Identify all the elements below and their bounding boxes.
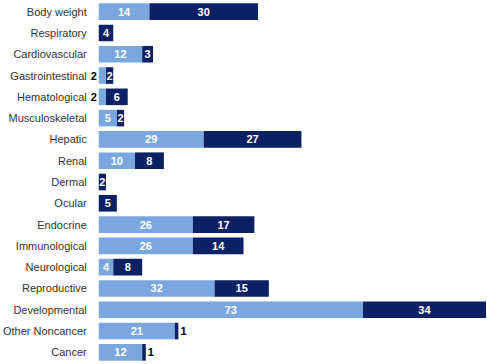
svg-text:Ocular: Ocular [54, 197, 87, 209]
svg-text:4: 4 [103, 261, 110, 273]
svg-text:10: 10 [111, 155, 123, 167]
svg-text:27: 27 [246, 133, 258, 145]
svg-text:15: 15 [236, 282, 248, 294]
svg-text:Respiratory: Respiratory [31, 27, 88, 39]
svg-text:4: 4 [103, 27, 110, 39]
svg-text:Hematological: Hematological [17, 91, 87, 103]
svg-text:Hepatic: Hepatic [49, 133, 87, 145]
svg-text:Body weight: Body weight [27, 6, 87, 18]
svg-text:Gastrointestinal: Gastrointestinal [10, 70, 86, 82]
svg-text:14: 14 [212, 240, 225, 252]
svg-text:1: 1 [180, 325, 186, 337]
svg-text:26: 26 [140, 240, 152, 252]
svg-text:2: 2 [117, 112, 123, 124]
svg-text:Other Noncancer: Other Noncancer [3, 325, 87, 337]
svg-text:Musculoskeletal: Musculoskeletal [8, 112, 86, 124]
svg-text:34: 34 [418, 304, 431, 316]
svg-text:2: 2 [91, 70, 97, 82]
svg-text:Cancer: Cancer [51, 346, 87, 358]
svg-text:73: 73 [225, 304, 237, 316]
svg-text:1: 1 [148, 346, 154, 358]
svg-text:Dermal: Dermal [51, 176, 86, 188]
svg-text:Immunological: Immunological [16, 240, 87, 252]
svg-text:8: 8 [125, 261, 131, 273]
svg-text:12: 12 [114, 346, 126, 358]
svg-text:17: 17 [217, 219, 229, 231]
svg-text:3: 3 [145, 48, 151, 60]
svg-text:2: 2 [107, 70, 113, 82]
svg-text:26: 26 [140, 219, 152, 231]
svg-text:12: 12 [114, 48, 126, 60]
svg-text:29: 29 [145, 133, 157, 145]
svg-text:14: 14 [118, 6, 131, 18]
svg-text:21: 21 [131, 325, 143, 337]
svg-text:Endocrine: Endocrine [37, 219, 87, 231]
svg-text:Reproductive: Reproductive [22, 282, 87, 294]
svg-text:Developmental: Developmental [13, 304, 86, 316]
svg-text:5: 5 [105, 197, 111, 209]
svg-text:2: 2 [99, 176, 105, 188]
svg-text:6: 6 [114, 91, 120, 103]
svg-text:2: 2 [91, 91, 97, 103]
svg-text:Renal: Renal [58, 155, 87, 167]
svg-text:Cardiovascular: Cardiovascular [13, 48, 87, 60]
svg-text:5: 5 [105, 112, 111, 124]
svg-text:Neurological: Neurological [26, 261, 87, 273]
svg-text:8: 8 [146, 155, 152, 167]
svg-text:30: 30 [198, 6, 210, 18]
svg-text:32: 32 [151, 282, 163, 294]
